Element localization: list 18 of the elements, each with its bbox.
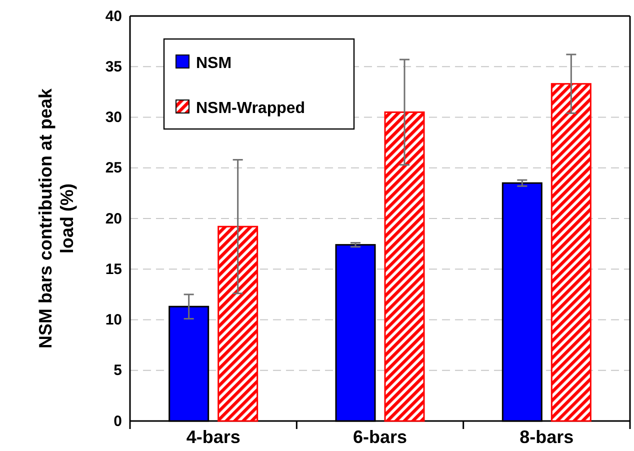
y-tick-label: 35 [105,58,122,76]
y-axis-title: NSM bars contribution at peak load (%) [35,88,77,349]
legend-label: NSM-Wrapped [196,100,306,117]
y-tick-label: 5 [114,362,122,380]
y-tick-label: 15 [105,260,122,278]
bar [550,83,592,422]
x-tick-label: 6-bars [352,426,408,447]
y-tick-label: 0 [114,412,122,430]
y-tick-label: 10 [105,312,122,329]
y-tick-label: 40 [105,8,122,25]
legend-label: NSM [196,55,232,72]
y-tick-label: 25 [105,160,122,177]
y-tick-label: 20 [105,210,122,228]
bar [218,226,258,422]
x-tick-label: 4-bars [186,426,240,447]
y-tick-label: 30 [105,109,122,126]
bar [384,111,425,422]
x-tick-label: 8-bars [520,426,574,447]
